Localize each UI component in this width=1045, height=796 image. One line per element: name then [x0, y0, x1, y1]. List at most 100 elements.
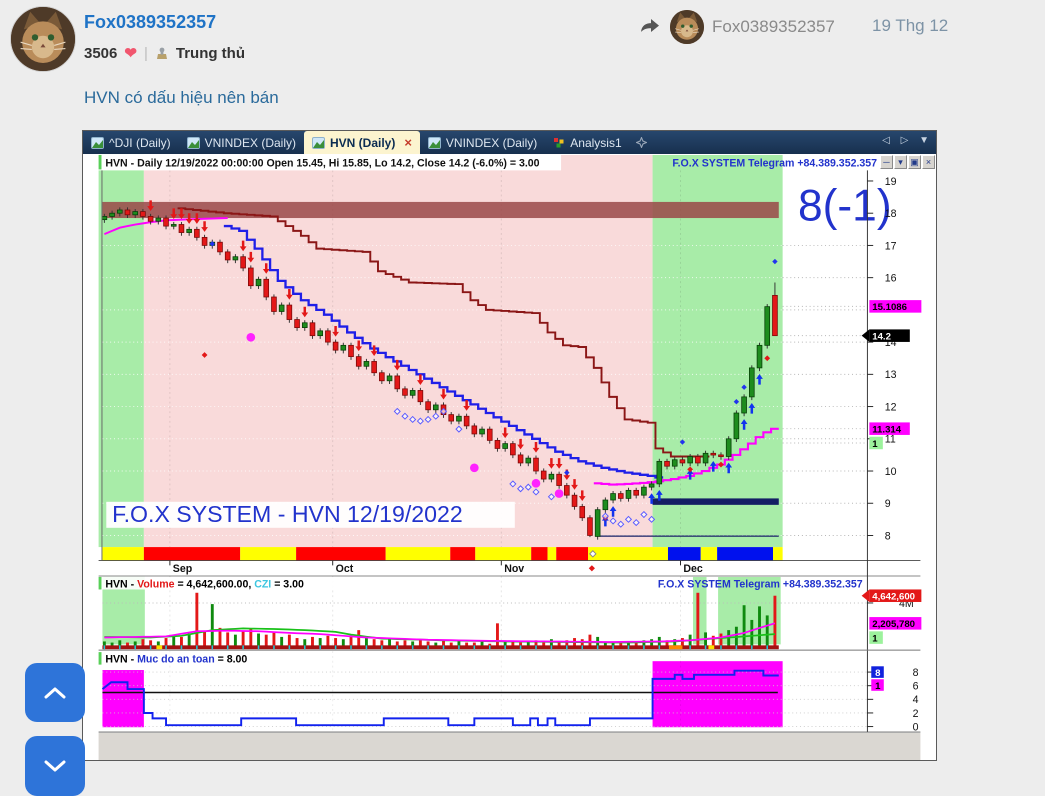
chart-thumbnail-icon: [311, 136, 325, 149]
magenta-dot: [469, 463, 479, 473]
sell-arrow-icon: [193, 213, 201, 224]
tab-close-icon[interactable]: ×: [404, 135, 412, 150]
close-icon[interactable]: ×: [922, 155, 935, 169]
rank-label: Trung thủ: [175, 44, 246, 62]
safety-zone-block: [652, 661, 783, 728]
volume-pane: HVN - Volume = 4,642,600.00, CZI = 3.00 F…: [98, 575, 922, 650]
magenta-dot: [531, 478, 541, 488]
sell-arrow-icon: [370, 345, 378, 356]
axis-badge: 1: [875, 681, 881, 692]
sell-arrow-icon: [548, 458, 555, 469]
axis-badge: 15.1086: [872, 302, 907, 313]
price-pane-title: HVN - Daily 12/19/2022 00:00:00 Open 15.…: [105, 158, 539, 170]
scroll-down-button[interactable]: [25, 736, 85, 796]
safety-zone-block: [102, 670, 144, 728]
trend-ribbon: [102, 547, 783, 561]
window-buttons: ─ ▾ ▣ ×: [880, 155, 935, 169]
sell-arrow-icon: [517, 438, 524, 450]
tab-analysis1[interactable]: Analysis1: [545, 131, 629, 154]
buy-arrow-icon: [709, 461, 717, 472]
price-pane: HVN - Daily 12/19/2022 00:00:00 Open 15.…: [98, 154, 892, 548]
share-icon[interactable]: [638, 15, 662, 40]
sell-arrow-icon: [571, 479, 578, 490]
price-tick-label: 19: [885, 176, 897, 188]
sell-arrow-icon: [178, 208, 185, 220]
candlestick-series: [101, 207, 778, 540]
axis-badge: 11.314: [872, 425, 902, 436]
signal-markers: [147, 200, 778, 528]
buy-arrow-icon: [748, 403, 756, 414]
chevron-up-icon: [44, 687, 66, 698]
price-tick-label: 9: [885, 498, 891, 510]
axis-badge: 2,205,780: [872, 619, 915, 630]
buy-arrow-icon: [609, 506, 617, 517]
month-label: Nov: [504, 563, 524, 575]
chart-thumbnail-icon: [427, 136, 441, 149]
buy-arrow-icon: [756, 374, 763, 385]
avatar[interactable]: [10, 6, 76, 72]
tab-hvn-daily-[interactable]: HVN (Daily) ×: [303, 131, 420, 154]
sell-arrow-icon: [332, 326, 339, 337]
safety-tick-label: 4: [913, 694, 919, 706]
price-tick-label: 18: [885, 208, 897, 220]
axis-badge: 1: [872, 439, 878, 450]
sell-arrow-icon: [417, 374, 424, 385]
volume-ma-magenta: [104, 622, 776, 643]
support-band: [652, 498, 779, 505]
safety-tick-label: 8: [913, 667, 919, 679]
sell-arrow-icon: [170, 208, 178, 220]
separator: |: [143, 44, 148, 62]
heart-icon: ❤: [124, 45, 137, 62]
buy-arrow-icon: [648, 493, 655, 504]
sell-arrow-icon: [532, 442, 540, 453]
stop-line: [223, 224, 664, 479]
reply-avatar[interactable]: [670, 10, 704, 44]
price-tick-label: 17: [885, 240, 897, 252]
scroll-up-button[interactable]: [25, 663, 85, 722]
buy-arrow-icon: [725, 462, 733, 474]
post-body: HVN có dấu hiệu nên bán: [84, 88, 279, 107]
tab-scroll-controls[interactable]: ◁ ▷ ▼: [882, 135, 933, 146]
likes-count: 3506: [84, 44, 118, 62]
price-tick-label: 10: [885, 466, 897, 478]
chart-canvas[interactable]: HVN - Daily 12/19/2022 00:00:00 Open 15.…: [83, 154, 936, 760]
price-tick-label: 14: [885, 337, 897, 349]
menu-icon[interactable]: ▾: [894, 155, 907, 169]
sell-arrow-icon: [301, 306, 309, 318]
tab-vnindex-daily-[interactable]: VNINDEX (Daily): [420, 131, 545, 154]
price-tick-label: 8: [885, 530, 891, 542]
sell-arrow-icon: [555, 458, 563, 469]
safety-tick-label: 0: [913, 721, 919, 733]
compass-icon[interactable]: [635, 137, 647, 148]
volume-pane-title: HVN - Volume = 4,642,600.00, CZI = 3.00: [105, 579, 304, 591]
author-meta: 3506 ❤ | Trung thủ: [84, 44, 246, 63]
sell-arrow-icon: [239, 240, 247, 252]
chart-thumbnail-icon: [91, 136, 104, 149]
resistance-band: [102, 201, 779, 219]
sell-arrow-icon: [147, 200, 154, 211]
analysis-icon: [554, 137, 564, 147]
buy-arrow-icon: [655, 490, 663, 501]
chart-thumbnail-icon: [186, 136, 200, 149]
month-label: Oct: [336, 563, 354, 575]
author-link[interactable]: Fox0389352357: [84, 12, 217, 32]
safety-tick-label: 6: [913, 681, 919, 693]
tab-vnindex-daily-[interactable]: VNINDEX (Daily): [179, 131, 304, 154]
chevron-down-icon: [44, 760, 66, 772]
time-axis: Sep Oct Nov Dec: [98, 560, 921, 577]
buy-arrow-icon: [686, 469, 694, 480]
post-date[interactable]: 19 Thg 12: [872, 16, 949, 35]
month-label: Dec: [683, 563, 703, 575]
brand-text: F.O.X SYSTEM Telegram +84.389.352.357: [658, 579, 863, 591]
tab--dji-daily-[interactable]: ^DJI (Daily): [83, 131, 179, 154]
safety-pane-title: HVN - Muc do an toan = 8.00: [105, 654, 247, 666]
minimize-icon[interactable]: ─: [880, 155, 893, 169]
sell-arrow-icon: [440, 388, 447, 400]
safety-pane: 8 64 20 HVN - Muc do an toan = 8.00 8 1: [98, 649, 921, 760]
month-label: Sep: [173, 563, 193, 575]
sell-arrow-icon: [463, 400, 470, 411]
restore-icon[interactable]: ▣: [908, 155, 921, 169]
axis-badge: 14.2: [872, 332, 891, 343]
